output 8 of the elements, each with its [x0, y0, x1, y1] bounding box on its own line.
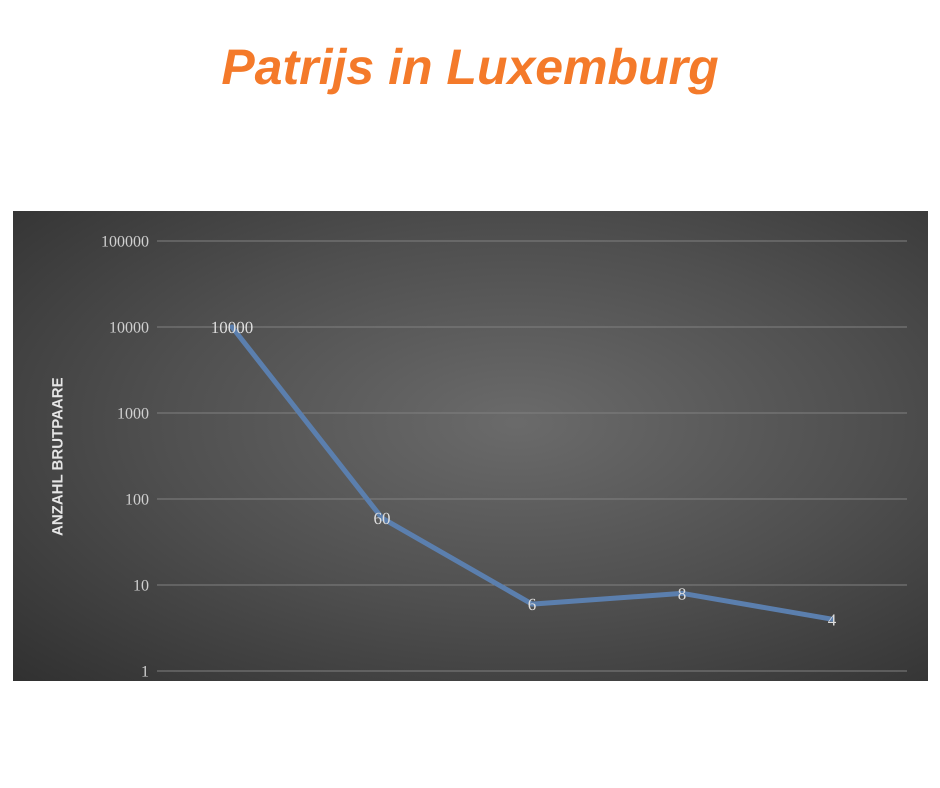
y-tick-label: 100000	[101, 234, 149, 251]
y-tick-label: 1	[141, 664, 149, 681]
y-tick-label: 100	[125, 492, 149, 509]
y-tick-label: 10000	[109, 320, 149, 337]
y-axis-title: ANZAHL BRUTPAARE	[49, 377, 66, 536]
y-tick-label: 1000	[117, 406, 149, 423]
y-tick-label: 10	[133, 578, 149, 595]
chart-title: Patrijs in Luxemburg	[220, 38, 720, 96]
